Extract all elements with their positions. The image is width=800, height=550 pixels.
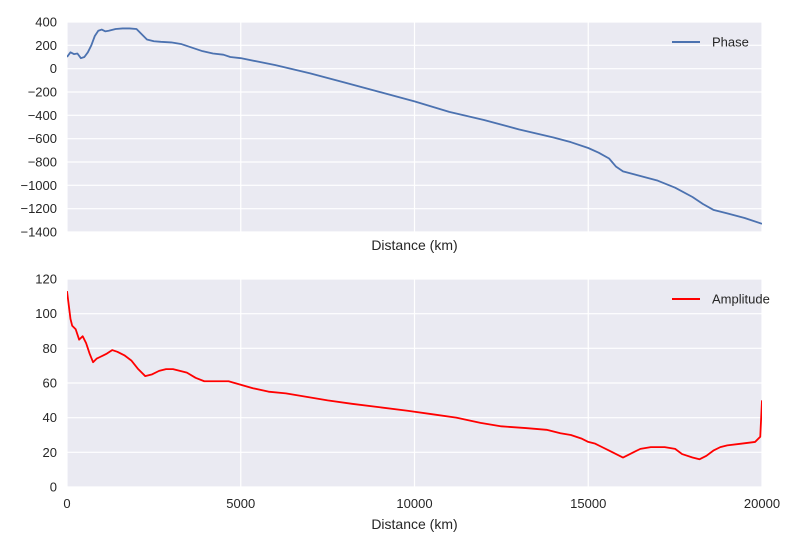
phase-ytick-label-3: −800 <box>28 155 57 170</box>
phase-legend-label-0: Phase <box>712 35 749 50</box>
amplitude-ytick-label-1: 20 <box>43 445 57 460</box>
phase-ytick-label-9: 400 <box>35 15 57 30</box>
amplitude-xtick-label-1: 5000 <box>226 496 255 511</box>
amplitude-chart-panel: 0 20 40 60 80 100 120 0 5000 10000 15000 20000 Dista… <box>35 272 780 533</box>
phase-ytick-label-6: −200 <box>28 85 57 100</box>
phase-ytick-label-0: −1400 <box>20 225 57 240</box>
phase-ytick-label-4: −600 <box>28 131 57 146</box>
phase-ytick-label-5: −400 <box>28 108 57 123</box>
phase-ytick-label-7: 0 <box>50 61 57 76</box>
amplitude-ytick-label-3: 60 <box>43 376 57 391</box>
amplitude-xtick-label-4: 20000 <box>744 496 780 511</box>
phase-xlabel: Distance (km) <box>371 237 457 253</box>
phase-series-line-0 <box>67 27 762 225</box>
amplitude-ytick-label-5: 100 <box>35 306 57 321</box>
amplitude-series-line-0 <box>67 291 762 461</box>
amplitude-xtick-label-3: 15000 <box>570 496 606 511</box>
amplitude-ytick-label-6: 120 <box>35 272 57 287</box>
amplitude-ytick-label-4: 80 <box>43 341 57 356</box>
amplitude-ytick-label-2: 40 <box>43 410 57 425</box>
phase-ytick-label-8: 200 <box>35 38 57 53</box>
amplitude-xlabel: Distance (km) <box>371 516 457 532</box>
amplitude-xtick-label-2: 10000 <box>396 496 432 511</box>
amplitude-xtick-label-0: 0 <box>63 496 70 511</box>
phase-ytick-label-1: −1200 <box>20 201 57 216</box>
amplitude-ytick-label-0: 0 <box>50 480 57 495</box>
phase-chart-panel: −1400 −1200 −1000 −800 −600 −400 −200 0 200 400 Di… <box>20 15 763 253</box>
amplitude-legend-label-0: Amplitude <box>712 292 770 307</box>
phase-ytick-label-2: −1000 <box>20 178 57 193</box>
